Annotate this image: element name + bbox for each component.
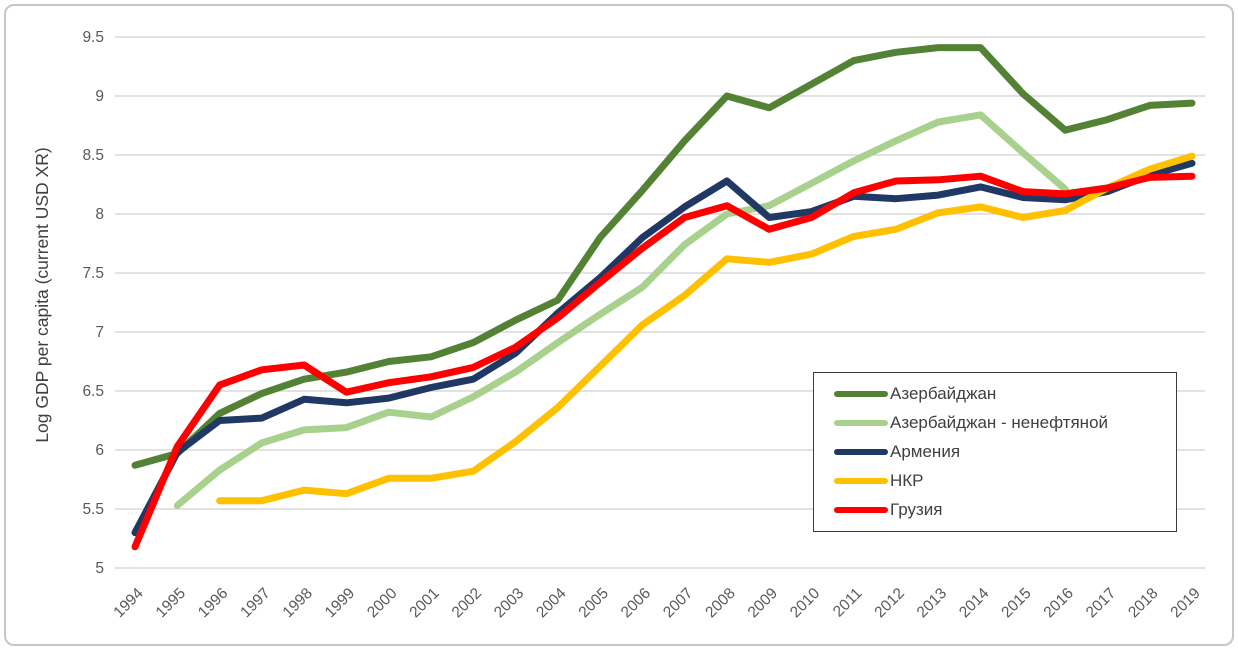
x-tick-label: 2016 <box>1041 585 1077 621</box>
x-tick-label: 1999 <box>322 585 358 621</box>
x-tick-label: 2010 <box>787 585 824 622</box>
y-axis-tick-labels: 5 5.5 6 6.5 7 7.5 8 8.5 9 9.5 <box>82 29 104 577</box>
series-line-azerbaijan-nonoil <box>173 111 1069 509</box>
x-tick-label: 2019 <box>1167 585 1203 621</box>
y-tick-label: 7.5 <box>82 265 104 282</box>
y-tick-label: 6 <box>95 442 104 459</box>
x-tick-label: 2017 <box>1083 585 1119 621</box>
y-tick-label: 8.5 <box>82 147 104 164</box>
x-tick-label: 2009 <box>745 585 781 621</box>
series-line-azerbaijan <box>131 44 1196 469</box>
x-tick-label: 2006 <box>618 585 654 621</box>
legend-swatch-azerbaijan-nonoil <box>834 420 888 426</box>
y-tick-label: 9.5 <box>82 29 104 46</box>
legend-label-azerbaijan-nonoil: Азербайджан - ненефтяной <box>890 413 1109 432</box>
legend-label-georgia: Грузия <box>890 500 943 519</box>
x-axis-tick-labels: 1994 1995 1996 1997 1998 1999 2000 2001 2002 2003… <box>110 585 1203 622</box>
legend-item-azerbaijan[interactable]: Азербайджан <box>834 384 1176 404</box>
x-tick-label: 2001 <box>406 585 442 621</box>
x-tick-label: 2004 <box>533 585 570 622</box>
x-tick-label: 2012 <box>871 585 907 621</box>
legend-swatch-georgia <box>834 507 888 513</box>
legend-label-armenia: Армения <box>890 442 961 461</box>
legend-item-nkr[interactable]: НКР <box>834 471 1176 491</box>
x-tick-label: 2015 <box>998 585 1034 621</box>
x-tick-label: 1996 <box>195 585 231 621</box>
y-tick-label: 6.5 <box>82 383 104 400</box>
x-tick-label: 2008 <box>702 585 738 621</box>
y-tick-label: 5.5 <box>82 501 104 518</box>
series-line-nkr <box>216 152 1196 505</box>
x-tick-label: 2000 <box>364 585 401 622</box>
x-tick-label: 2018 <box>1125 585 1161 621</box>
y-tick-label: 5 <box>95 560 104 577</box>
x-tick-label: 1994 <box>110 585 147 622</box>
legend-item-georgia[interactable]: Грузия <box>834 500 1176 520</box>
y-tick-label: 8 <box>95 206 104 223</box>
y-axis-title: Log GDP per capita (current USD XR) <box>32 147 52 442</box>
x-tick-label: 2011 <box>830 585 866 621</box>
legend-label-azerbaijan: Азербайджан <box>890 384 997 403</box>
x-tick-label: 1995 <box>153 585 189 621</box>
x-tick-label: 2002 <box>449 585 485 621</box>
series-line-georgia <box>131 172 1196 551</box>
y-tick-label: 7 <box>95 324 104 341</box>
series-lines <box>131 44 1196 551</box>
legend: Азербайджан Азербайджан - ненефтяной Армен… <box>813 372 1177 532</box>
legend-swatch-armenia <box>834 449 888 455</box>
chart-frame <box>4 4 1234 646</box>
legend-item-azerbaijan-nonoil[interactable]: Азербайджан - ненефтяной <box>834 413 1176 433</box>
x-tick-label: 1998 <box>280 585 316 621</box>
legend-swatch-nkr <box>834 478 888 484</box>
series-line-armenia <box>131 159 1196 537</box>
y-tick-label: 9 <box>95 88 104 105</box>
x-tick-label: 1997 <box>237 585 273 621</box>
legend-swatch-azerbaijan <box>834 391 888 397</box>
legend-label-nkr: НКР <box>890 471 924 490</box>
x-tick-label: 2007 <box>660 585 696 621</box>
x-tick-label: 2013 <box>914 585 950 621</box>
legend-item-armenia[interactable]: Армения <box>834 442 1176 462</box>
x-tick-label: 2005 <box>576 585 612 621</box>
x-tick-label: 2014 <box>956 585 993 622</box>
x-tick-label: 2003 <box>491 585 527 621</box>
